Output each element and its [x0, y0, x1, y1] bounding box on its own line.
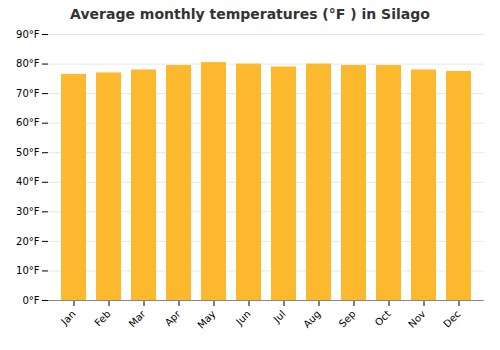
svg-text:Jan: Jan — [58, 308, 77, 327]
svg-text:50°F: 50°F — [16, 147, 40, 158]
svg-text:0°F: 0°F — [22, 295, 39, 306]
svg-text:20°F: 20°F — [16, 236, 40, 247]
html-text:Average monthly temperatures (: Average monthly temperatures (°F ) in Si… — [70, 6, 430, 22]
svg-text:Jul: Jul — [271, 308, 288, 325]
svg-text:10°F: 10°F — [16, 265, 40, 276]
svg-text:Feb: Feb — [92, 308, 112, 328]
svg-text:Mar: Mar — [127, 308, 149, 330]
svg-text:Apr: Apr — [163, 308, 184, 329]
svg-text:Aug: Aug — [301, 308, 323, 330]
svg-text:Sep: Sep — [337, 308, 358, 329]
svg-text:Jun: Jun — [233, 308, 253, 328]
svg-text:60°F: 60°F — [16, 117, 40, 128]
svg-text:May: May — [195, 308, 217, 330]
svg-text:40°F: 40°F — [16, 176, 40, 187]
svg-text:80°F: 80°F — [16, 58, 40, 69]
svg-text:Nov: Nov — [406, 308, 428, 330]
svg-text:70°F: 70°F — [16, 88, 40, 99]
svg-text:Oct: Oct — [373, 308, 393, 328]
svg-text:30°F: 30°F — [16, 206, 40, 217]
svg-text:Dec: Dec — [441, 308, 462, 329]
svg-text:90°F: 90°F — [16, 29, 40, 40]
